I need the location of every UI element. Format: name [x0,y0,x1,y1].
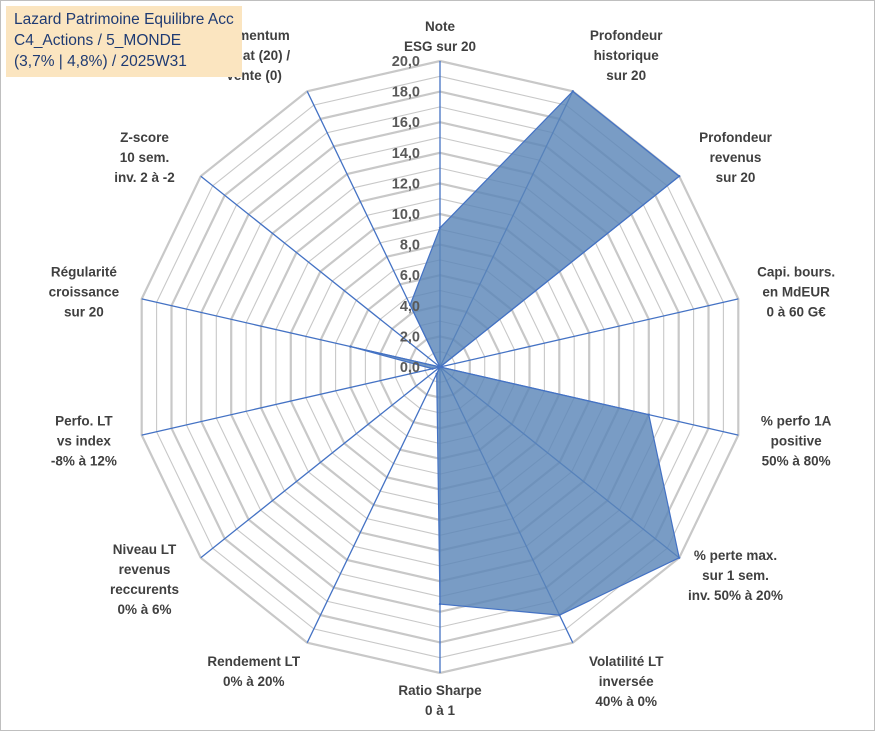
axis-label: Niveau LT revenus reccurents 0% à 6% [110,542,179,617]
data-point [349,345,352,348]
axis-label-line: 10 sem. [120,150,170,165]
axis-label-line: Profondeur [699,130,772,145]
axis-spoke [306,366,441,643]
axis-label-line: Régularité [51,265,118,280]
axis-label-line: Capi. bours. [757,265,835,280]
axis-label: Capi. bours. en MdEUR 0 à 60 G€ [757,265,835,320]
axis-label-line: 0% à 20% [223,674,285,689]
axis-label-line: -8% à 12% [51,454,117,469]
axis-label-line: inv. 2 à -2 [114,170,175,185]
axis-label-line: en MdEUR [762,285,830,300]
axis-spoke [439,298,739,368]
axis-label-line: reccurents [110,582,179,597]
tick-label: 4,0 [400,299,420,315]
axis-label-line: vs index [57,434,112,449]
axis-label: Profondeur revenus sur 20 [699,130,772,185]
axis-label-line: inversée [599,674,654,689]
tick-label: 10,0 [392,207,420,223]
radar-axis-labels: Note ESG sur 20 Profondeur historique sur 20… [49,19,835,718]
axis-label-line: Profondeur [590,28,663,43]
chart-title-box: Lazard Patrimoine Equilibre Acc C4_Actio… [6,6,242,77]
data-point [571,90,574,93]
axis-label-line: historique [594,48,660,63]
axis-label: Régularité croissance sur 20 [49,265,120,320]
axis-spoke [200,366,441,559]
axis-label-line: Note [425,19,455,34]
axis-label: % perte max. sur 1 sem. inv. 50% à 20% [688,548,783,603]
data-point [558,613,561,617]
tick-label: 14,0 [392,146,420,162]
tick-label: 0,0 [400,360,420,376]
data-point [647,413,650,416]
chart-title-line-2: C4_Actions / 5_MONDE [14,32,182,49]
chart-title-line-1: Lazard Patrimoine Equilibre Acc [14,11,234,28]
axis-label: Rendement LT 0% à 20% [207,654,301,689]
tick-label: 20,0 [392,54,420,70]
data-point [678,556,681,559]
axis-label: Volatilité LT inversée 40% à 0% [589,654,664,709]
axis-label-line: Z-score [120,130,169,145]
tick-label: 6,0 [400,268,420,284]
axis-label-line: sur 20 [606,68,646,83]
axis-label-line: 40% à 0% [595,694,657,709]
data-point [435,372,438,376]
axis-label-line: Niveau LT [113,542,177,557]
axis-label-line: inv. 50% à 20% [688,588,783,603]
axis-label-line: sur 20 [716,170,756,185]
axis-label-line: % perfo 1A [761,414,832,429]
axis-label-line: Perfo. LT [55,414,113,429]
axis-label-line: 0% à 6% [117,602,171,617]
axis-label-line: % perte max. [694,548,777,563]
axis-label: Z-score 10 sem. inv. 2 à -2 [114,130,175,185]
data-point [678,175,681,178]
tick-label: 2,0 [400,329,420,345]
axis-label-line: sur 20 [64,305,104,320]
data-point [438,226,442,229]
axis-label-line: sur 1 sem. [702,568,769,583]
data-point [438,602,442,606]
axis-label: % perfo 1A positive 50% à 80% [761,414,832,469]
tick-label: 18,0 [392,85,420,101]
axis-label-line: 50% à 80% [762,454,831,469]
axis-label-line: Rendement LT [207,654,301,669]
data-point [431,367,434,370]
axis-spoke [141,366,441,436]
radar-series [349,90,681,617]
chart-title-line-3: (3,7% | 4,8%) / 2025W31 [14,53,187,70]
axis-label: Note ESG sur 20 [404,19,476,54]
axis-label-line: revenus [710,150,762,165]
tick-label: 12,0 [392,176,420,192]
radar-tick-labels: 0,0 2,0 4,0 6,0 8,0 10,0 12,0 14,0 16,0 18,0 20,0 [392,54,420,376]
axis-spoke [200,175,441,368]
axis-label: Ratio Sharpe 0 à 1 [398,683,482,718]
data-point [408,303,412,307]
axis-label-line: Ratio Sharpe [398,683,482,698]
axis-label-line: positive [771,434,823,449]
axis-label-line: croissance [49,285,120,300]
data-point [438,365,442,369]
axis-label: Profondeur historique sur 20 [590,28,663,83]
axis-label: Perfo. LT vs index -8% à 12% [51,414,117,469]
tick-label: 8,0 [400,238,420,254]
axis-label-line: Volatilité LT [589,654,664,669]
axis-label-line: 0 à 1 [425,703,456,718]
axis-label-line: revenus [119,562,171,577]
tick-label: 16,0 [392,115,420,131]
axis-label-line: ESG sur 20 [404,39,476,54]
axis-label-line: 0 à 60 G€ [766,305,826,320]
